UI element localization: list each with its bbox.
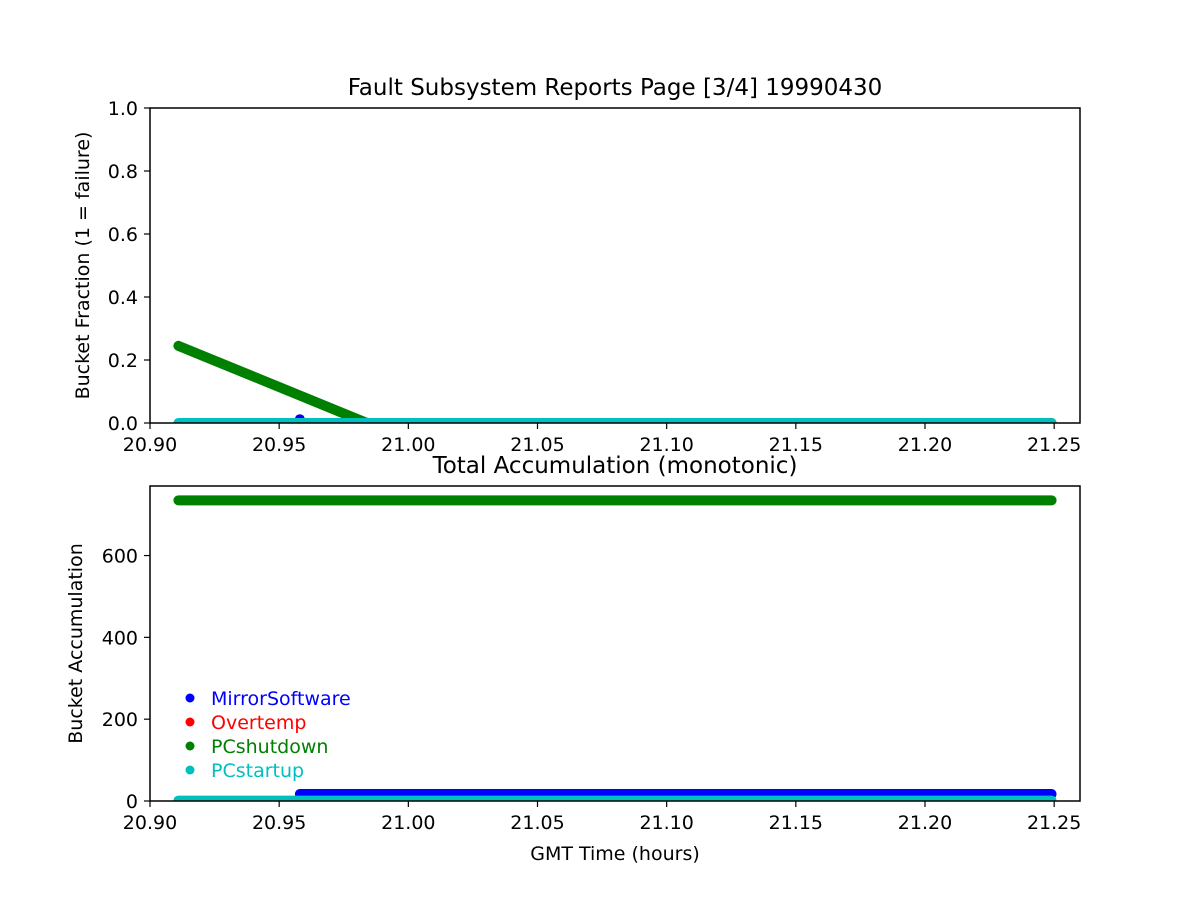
- plot-area: [173, 340, 1057, 423]
- x-tick-label: 21.25: [1027, 434, 1081, 456]
- chart-title: Fault Subsystem Reports Page [3/4] 19990…: [348, 75, 883, 101]
- y-tick-label: 200: [102, 709, 138, 731]
- x-tick-label: 21.00: [381, 434, 435, 456]
- x-tick-label: 20.90: [123, 812, 177, 834]
- x-tick-label: 21.20: [898, 434, 952, 456]
- x-tick-label: 21.05: [510, 812, 564, 834]
- panel-1: 20.90 20.95 21.00 21.05 21.10 21.15 21.20 21.25…: [72, 75, 1081, 456]
- series-pcshutdown: [173, 340, 1057, 423]
- x-tick-label: 20.95: [252, 812, 306, 834]
- data-point-run: [173, 340, 372, 423]
- x-tick-label: 21.05: [510, 434, 564, 456]
- x-tick-label: 21.10: [639, 812, 693, 834]
- legend-marker: [185, 765, 195, 775]
- chart-title: Total Accumulation (monotonic): [432, 453, 798, 479]
- y-axis-label: Bucket Accumulation: [65, 543, 87, 744]
- legend-label: Overtemp: [211, 712, 306, 734]
- y-tick-label: 0.6: [108, 224, 138, 246]
- y-axis-label: Bucket Fraction (1 = failure): [72, 132, 94, 400]
- x-tick-label: 21.10: [639, 434, 693, 456]
- legend-label: MirrorSoftware: [211, 688, 351, 710]
- x-axis-label: GMT Time (hours): [530, 843, 700, 865]
- x-tick-label: 21.20: [898, 812, 952, 834]
- axes-frame: [149, 485, 1081, 802]
- x-tick-label: 21.00: [381, 812, 435, 834]
- y-tick-label: 400: [102, 627, 138, 649]
- x-tick-label: 21.25: [1027, 812, 1081, 834]
- x-tick-label: 20.90: [123, 434, 177, 456]
- axes-frame: [149, 107, 1081, 424]
- legend-marker: [185, 693, 195, 703]
- legend-label: PCshutdown: [211, 736, 328, 758]
- x-tick-label: 21.15: [769, 812, 823, 834]
- y-tick-label: 0.8: [108, 161, 138, 183]
- legend-marker: [185, 717, 195, 727]
- legend-marker: [185, 741, 195, 751]
- x-tick-label: 21.15: [769, 434, 823, 456]
- y-tick-label: 0.4: [108, 287, 138, 309]
- y-tick-label: 0.0: [108, 413, 138, 435]
- legend-label: PCstartup: [211, 760, 304, 782]
- y-tick-label: 1.0: [108, 98, 138, 120]
- legend: MirrorSoftwareOvertempPCshutdownPCstartu…: [185, 688, 351, 782]
- y-tick-label: 0.2: [108, 350, 138, 372]
- y-tick-label: 0: [126, 791, 138, 813]
- y-tick-label: 600: [102, 546, 138, 568]
- x-tick-label: 20.95: [252, 434, 306, 456]
- panel-2: 20.90 20.95 21.00 21.05 21.10 21.15 21.20 21.25…: [65, 453, 1081, 865]
